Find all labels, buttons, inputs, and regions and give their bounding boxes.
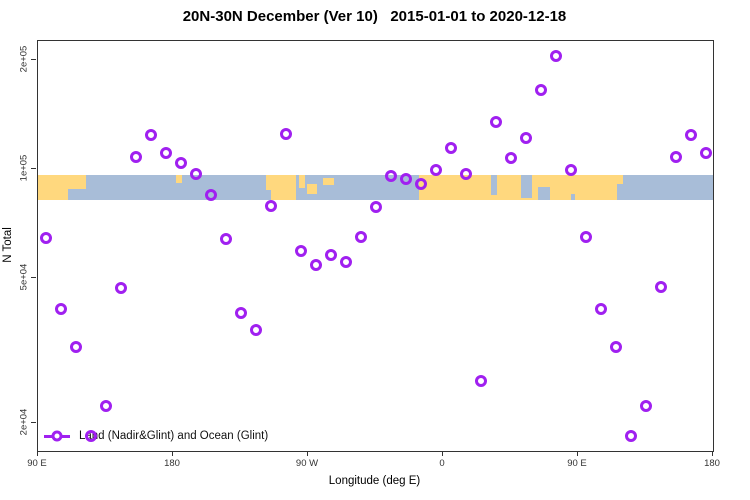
- data-point: [639, 399, 652, 412]
- y-tick-label: 5e+04: [18, 264, 30, 291]
- band-segment-land: [176, 175, 182, 183]
- data-point: [204, 189, 217, 202]
- data-point: [459, 167, 472, 180]
- x-tick-label: 0: [439, 458, 445, 469]
- y-tick-mark: [31, 168, 36, 169]
- data-point: [114, 281, 127, 294]
- x-tick-label: 180: [704, 458, 720, 469]
- data-point: [219, 233, 232, 246]
- chart-title: 20N-30N December (Ver 10) 2015-01-01 to …: [182, 8, 567, 25]
- data-point: [429, 163, 442, 176]
- legend-line-symbol: [44, 430, 70, 442]
- y-tick-mark: [31, 422, 36, 423]
- data-point: [444, 142, 457, 155]
- x-tick-mark: [712, 451, 713, 456]
- data-point: [279, 127, 292, 140]
- data-point: [54, 302, 67, 315]
- band-segment-ocean: [266, 190, 271, 201]
- data-point: [99, 399, 112, 412]
- data-point: [414, 177, 427, 190]
- y-tick-label: 2e+05: [18, 45, 30, 72]
- band-segment-ocean: [68, 189, 86, 201]
- data-point: [534, 83, 547, 96]
- x-axis-label: Longitude (deg E): [328, 475, 421, 487]
- x-tick-label: 180: [164, 458, 180, 469]
- data-point: [594, 302, 607, 315]
- data-point: [669, 150, 682, 163]
- band-segment-ocean: [623, 175, 713, 201]
- data-point: [564, 163, 577, 176]
- band-segment-ocean: [537, 186, 550, 201]
- data-point: [384, 169, 397, 182]
- data-point: [309, 259, 322, 272]
- data-point: [339, 255, 352, 268]
- data-point: [249, 324, 262, 337]
- x-tick-label: 90 E: [567, 458, 587, 469]
- data-point: [684, 129, 697, 142]
- y-tick-mark: [31, 277, 36, 279]
- data-point: [234, 307, 247, 320]
- data-point: [654, 281, 667, 294]
- x-tick-label: 90 W: [295, 458, 319, 469]
- data-point: [354, 230, 367, 243]
- data-point: [324, 248, 337, 261]
- data-point: [144, 129, 157, 142]
- band-segment-land: [299, 175, 305, 188]
- band-segment-land: [306, 184, 317, 195]
- x-tick-label: 90 E: [27, 458, 47, 469]
- data-point: [189, 167, 202, 180]
- x-tick-mark: [172, 451, 173, 456]
- band-segment-ocean: [617, 184, 623, 201]
- data-point: [549, 49, 562, 62]
- data-point: [84, 430, 97, 443]
- legend-circle-icon: [51, 430, 63, 442]
- data-point: [159, 146, 172, 159]
- data-point: [579, 230, 592, 243]
- legend: Land (Nadir&Glint) and Ocean (Glint): [44, 430, 268, 442]
- band-segment-ocean: [521, 175, 532, 198]
- data-point: [264, 200, 277, 212]
- x-tick-mark: [442, 451, 443, 456]
- band-segment-land: [323, 177, 334, 186]
- data-point: [69, 340, 82, 353]
- y-axis-label: N Total: [2, 227, 14, 263]
- data-point: [504, 152, 517, 165]
- x-tick-mark: [37, 451, 38, 456]
- data-point: [489, 115, 502, 128]
- y-tick-mark: [31, 58, 36, 60]
- y-tick-label: 1e+05: [18, 154, 30, 182]
- data-point: [39, 231, 52, 244]
- data-point: [174, 156, 187, 169]
- y-tick-label: 2e+04: [18, 408, 30, 436]
- x-tick-mark: [307, 451, 308, 456]
- data-point: [474, 374, 487, 387]
- legend-label: Land (Nadir&Glint) and Ocean (Glint): [79, 430, 269, 442]
- band-segment-land: [266, 175, 296, 201]
- data-point: [294, 244, 307, 257]
- data-point: [624, 430, 637, 443]
- plot-area: Land (Nadir&Glint) and Ocean (Glint): [37, 40, 714, 452]
- data-point: [399, 173, 412, 186]
- band-segment-ocean: [491, 175, 497, 196]
- band-segment-ocean: [570, 194, 575, 201]
- data-point: [519, 131, 532, 144]
- data-point: [369, 201, 382, 213]
- x-tick-mark: [577, 451, 578, 456]
- data-point: [129, 150, 142, 163]
- data-point: [609, 340, 622, 353]
- data-point: [699, 146, 712, 159]
